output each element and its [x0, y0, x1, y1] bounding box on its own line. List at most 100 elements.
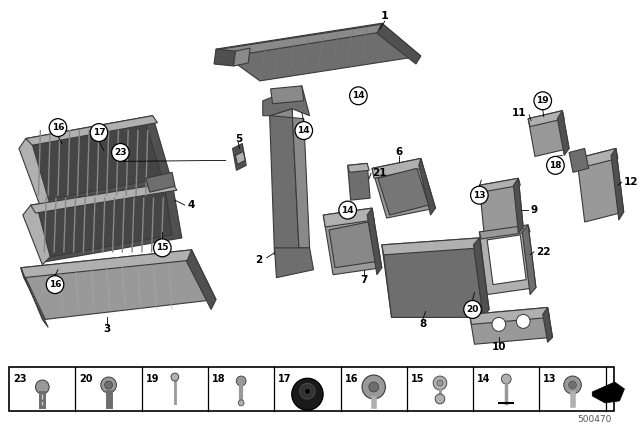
- Polygon shape: [577, 148, 618, 168]
- Polygon shape: [367, 208, 382, 275]
- Polygon shape: [569, 148, 589, 172]
- Text: 16: 16: [52, 123, 64, 132]
- Polygon shape: [323, 208, 374, 227]
- Text: 5: 5: [235, 134, 242, 143]
- Text: 13: 13: [543, 374, 557, 384]
- Circle shape: [369, 382, 379, 392]
- Polygon shape: [592, 382, 625, 403]
- Text: 21: 21: [372, 168, 387, 178]
- Polygon shape: [611, 148, 624, 220]
- Polygon shape: [419, 159, 435, 215]
- Polygon shape: [513, 178, 524, 233]
- Polygon shape: [329, 222, 375, 268]
- Polygon shape: [19, 138, 50, 212]
- Polygon shape: [470, 307, 550, 324]
- Polygon shape: [384, 245, 483, 318]
- Circle shape: [101, 377, 116, 393]
- Circle shape: [464, 301, 481, 319]
- Polygon shape: [214, 49, 236, 66]
- Circle shape: [236, 376, 246, 386]
- Text: 14: 14: [298, 126, 310, 135]
- Polygon shape: [479, 178, 524, 235]
- Circle shape: [90, 124, 108, 142]
- Polygon shape: [263, 86, 310, 116]
- Text: 9: 9: [530, 205, 537, 215]
- Text: 10: 10: [492, 342, 506, 352]
- Polygon shape: [31, 182, 182, 262]
- Polygon shape: [543, 307, 552, 342]
- Polygon shape: [487, 235, 526, 284]
- Text: 13: 13: [473, 191, 486, 200]
- Polygon shape: [216, 23, 421, 81]
- Circle shape: [492, 318, 506, 332]
- Text: 20: 20: [467, 305, 479, 314]
- Polygon shape: [323, 208, 382, 275]
- Circle shape: [238, 400, 244, 406]
- Circle shape: [105, 381, 113, 389]
- Text: 23: 23: [114, 148, 127, 157]
- Text: 500470: 500470: [578, 415, 612, 424]
- FancyBboxPatch shape: [9, 367, 614, 411]
- Text: 7: 7: [360, 275, 368, 284]
- Circle shape: [339, 201, 356, 219]
- Text: 14: 14: [352, 91, 365, 100]
- Text: 19: 19: [146, 374, 159, 384]
- Circle shape: [295, 122, 312, 139]
- Polygon shape: [577, 148, 624, 222]
- Text: 15: 15: [411, 374, 424, 384]
- Polygon shape: [271, 86, 304, 104]
- Text: 17: 17: [278, 374, 292, 384]
- Text: 14: 14: [341, 206, 354, 215]
- Polygon shape: [236, 151, 245, 164]
- Polygon shape: [479, 225, 536, 294]
- Polygon shape: [26, 116, 172, 205]
- Polygon shape: [187, 250, 216, 310]
- Circle shape: [501, 374, 511, 384]
- Polygon shape: [470, 307, 552, 344]
- Circle shape: [292, 378, 323, 410]
- Polygon shape: [275, 248, 314, 278]
- Polygon shape: [522, 225, 536, 294]
- Text: 19: 19: [536, 96, 549, 105]
- Text: 22: 22: [536, 247, 550, 257]
- Circle shape: [46, 276, 64, 293]
- Circle shape: [470, 186, 488, 204]
- Text: 12: 12: [624, 177, 638, 187]
- Polygon shape: [479, 178, 520, 192]
- Polygon shape: [221, 24, 387, 57]
- Circle shape: [435, 394, 445, 404]
- Circle shape: [154, 239, 171, 257]
- Text: 23: 23: [13, 374, 27, 384]
- Polygon shape: [557, 111, 569, 155]
- Text: 18: 18: [212, 374, 225, 384]
- Text: 2: 2: [255, 255, 263, 265]
- Polygon shape: [528, 111, 569, 156]
- Text: 1: 1: [381, 11, 388, 22]
- Polygon shape: [146, 172, 175, 192]
- Circle shape: [349, 87, 367, 105]
- Polygon shape: [269, 109, 299, 255]
- Circle shape: [516, 314, 530, 328]
- Text: 14: 14: [477, 374, 490, 384]
- Polygon shape: [474, 238, 489, 318]
- Text: 17: 17: [93, 128, 105, 137]
- Polygon shape: [232, 143, 246, 170]
- Text: 8: 8: [419, 319, 426, 329]
- Polygon shape: [348, 164, 369, 172]
- Polygon shape: [479, 225, 530, 239]
- Polygon shape: [23, 205, 50, 265]
- Polygon shape: [269, 109, 310, 248]
- Circle shape: [547, 156, 564, 174]
- Polygon shape: [382, 238, 489, 318]
- Text: 18: 18: [549, 161, 562, 170]
- Text: 20: 20: [79, 374, 93, 384]
- Text: 15: 15: [156, 243, 168, 252]
- Polygon shape: [31, 182, 177, 213]
- Polygon shape: [33, 124, 163, 200]
- Circle shape: [433, 376, 447, 390]
- Text: 4: 4: [188, 200, 195, 210]
- Polygon shape: [372, 159, 435, 218]
- Polygon shape: [21, 250, 216, 319]
- Polygon shape: [21, 268, 48, 327]
- Polygon shape: [26, 116, 157, 146]
